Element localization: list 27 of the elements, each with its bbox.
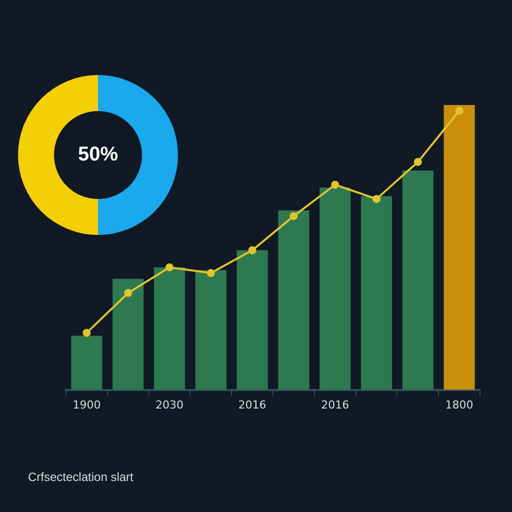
bar bbox=[402, 170, 434, 390]
bar bbox=[278, 210, 310, 390]
bar bbox=[71, 336, 102, 390]
point bbox=[166, 263, 174, 272]
point bbox=[414, 158, 422, 166]
x-tick-label: 1800 bbox=[445, 398, 474, 412]
x-tick-label: 1900 bbox=[72, 398, 101, 412]
point bbox=[455, 106, 464, 115]
point bbox=[248, 246, 256, 254]
text: Crfsecteclation slart bbox=[28, 470, 134, 484]
point bbox=[331, 180, 340, 189]
point bbox=[372, 194, 380, 203]
annotation: 50% bbox=[78, 144, 118, 166]
bar bbox=[195, 270, 226, 390]
bar bbox=[360, 196, 392, 390]
bar bbox=[320, 188, 351, 390]
bar bbox=[112, 278, 144, 390]
point bbox=[290, 212, 298, 220]
bar bbox=[154, 267, 186, 390]
x-tick-label: 2016 bbox=[321, 398, 350, 412]
x-tick-label: 2016 bbox=[238, 398, 266, 412]
point bbox=[82, 328, 91, 337]
bar bbox=[444, 105, 475, 390]
point bbox=[124, 288, 132, 297]
bar bbox=[236, 250, 268, 390]
point bbox=[206, 269, 215, 278]
x-tick-label: 2030 bbox=[156, 398, 184, 412]
